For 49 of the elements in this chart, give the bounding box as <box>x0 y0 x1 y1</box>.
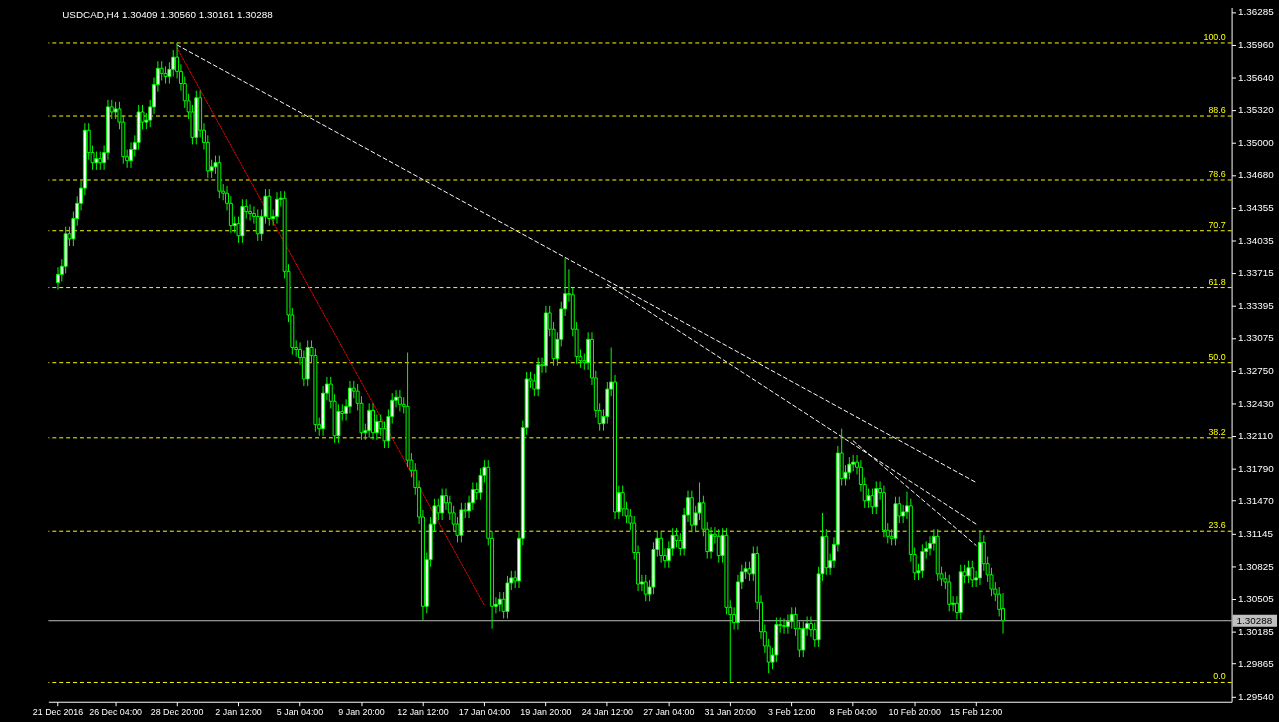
annotation: 100.0 <box>1203 31 1226 42</box>
y-tick-label: 1.29865 <box>1238 658 1275 670</box>
y-tick-label: 1.31470 <box>1238 495 1275 507</box>
x-tick-label: 24 Jan 12:00 <box>581 707 634 718</box>
y-tick-label: 1.30185 <box>1238 625 1275 637</box>
y-tick-label: 1.34680 <box>1238 169 1275 181</box>
y-tick-label: 1.33715 <box>1238 267 1275 279</box>
ref-line-label: 1.30288 <box>1236 614 1273 626</box>
y-tick-label: 1.35640 <box>1238 71 1275 83</box>
annotation: 0.0 <box>1213 671 1226 682</box>
y-tick-label: 1.35000 <box>1238 136 1275 148</box>
x-tick-label: 2 Jan 12:00 <box>215 707 262 718</box>
x-tick-label: 8 Feb 04:00 <box>829 707 877 718</box>
annotation: 50.0 <box>1208 351 1226 362</box>
y-tick-label: 1.35960 <box>1238 39 1275 51</box>
y-tick-label: 1.31790 <box>1238 462 1275 474</box>
y-tick-label: 1.33395 <box>1238 299 1275 311</box>
y-tick-label: 1.32750 <box>1238 365 1275 377</box>
x-tick-label: 12 Jan 12:00 <box>397 707 449 718</box>
y-tick-label: 1.35320 <box>1238 104 1275 116</box>
y-tick-label: 1.32110 <box>1238 430 1274 442</box>
y-tick-label: 1.29540 <box>1238 691 1275 703</box>
x-tick-label: 17 Jan 04:00 <box>458 707 511 718</box>
y-tick-label: 1.31145 <box>1238 528 1274 540</box>
x-tick-label: 5 Jan 04:00 <box>276 707 324 718</box>
x-tick-label: 27 Jan 04:00 <box>643 707 695 718</box>
annotation: 70.7 <box>1208 219 1226 230</box>
x-tick-label: 28 Dec 20:00 <box>150 707 204 718</box>
annotation: 23.6 <box>1208 520 1226 531</box>
x-tick-label: 3 Feb 12:00 <box>768 707 816 718</box>
annotation: 78.6 <box>1208 169 1226 180</box>
y-tick-label: 1.33075 <box>1238 332 1275 344</box>
annotation: 61.8 <box>1208 276 1226 287</box>
x-tick-label: 19 Jan 20:00 <box>520 707 572 718</box>
x-tick-label: 15 Feb 12:00 <box>949 707 1003 718</box>
x-tick-label: 10 Feb 20:00 <box>888 707 941 718</box>
x-tick-label: 31 Jan 20:00 <box>704 707 756 718</box>
chart-title: USDCAD,H4 1.30409 1.30560 1.30161 1.30288 <box>62 9 274 21</box>
x-tick-label: 9 Jan 20:00 <box>338 707 385 718</box>
y-tick-label: 1.34355 <box>1238 202 1275 214</box>
y-tick-label: 1.30505 <box>1238 593 1275 605</box>
y-tick-label: 1.36285 <box>1238 6 1275 18</box>
y-tick-label: 1.30825 <box>1238 560 1275 572</box>
y-tick-label: 1.34035 <box>1238 234 1275 246</box>
x-tick-label: 26 Dec 04:00 <box>89 707 143 718</box>
x-tick-label: 21 Dec 2016 <box>32 707 84 718</box>
y-tick-label: 1.32430 <box>1238 397 1275 409</box>
annotation: 88.6 <box>1208 105 1226 116</box>
annotation: 38.2 <box>1208 426 1226 437</box>
